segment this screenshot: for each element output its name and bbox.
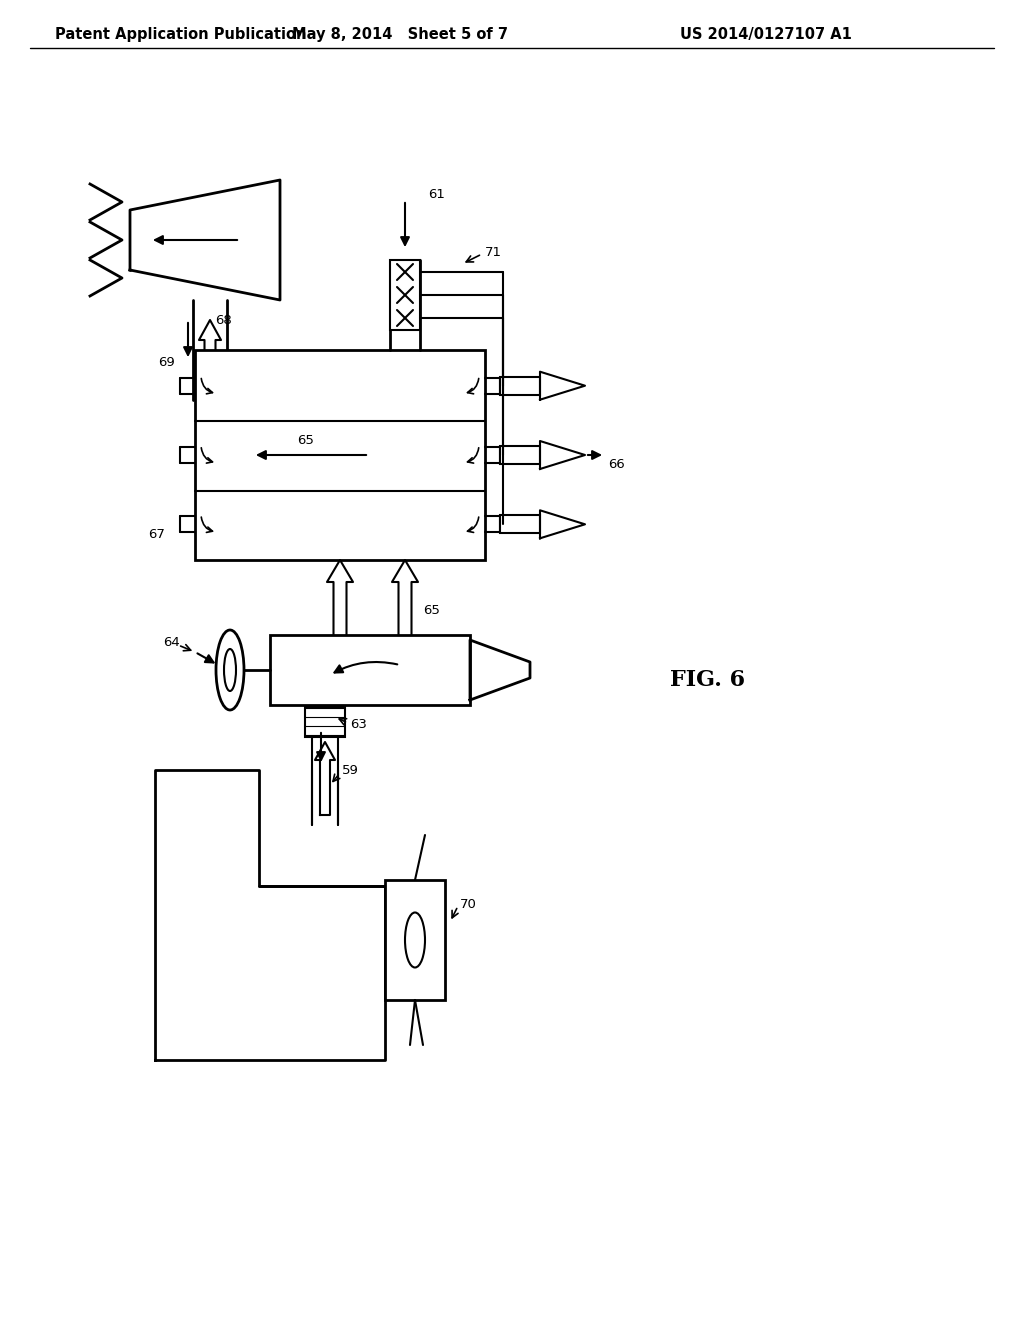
- Bar: [387, 652, 423, 680]
- Text: 68: 68: [215, 314, 231, 326]
- Ellipse shape: [406, 912, 425, 968]
- Text: 65: 65: [423, 603, 440, 616]
- Text: 67: 67: [148, 528, 165, 541]
- Bar: [500, 515, 540, 533]
- Text: May 8, 2014   Sheet 5 of 7: May 8, 2014 Sheet 5 of 7: [292, 28, 508, 42]
- Text: FIG. 6: FIG. 6: [670, 669, 745, 690]
- Polygon shape: [540, 511, 585, 539]
- Text: 69: 69: [159, 355, 175, 368]
- Text: 66: 66: [608, 458, 625, 471]
- Bar: [500, 446, 540, 465]
- Ellipse shape: [216, 630, 244, 710]
- Text: 71: 71: [485, 246, 502, 259]
- Text: 70: 70: [460, 898, 477, 911]
- Text: 63: 63: [350, 718, 367, 731]
- Text: 61: 61: [428, 189, 444, 202]
- Bar: [270, 635, 470, 705]
- Polygon shape: [540, 372, 585, 400]
- Text: Patent Application Publication: Patent Application Publication: [55, 28, 306, 42]
- Polygon shape: [392, 560, 418, 649]
- Bar: [195, 350, 485, 560]
- Polygon shape: [327, 560, 353, 649]
- Polygon shape: [199, 319, 221, 360]
- Text: 59: 59: [342, 763, 358, 776]
- Polygon shape: [130, 180, 280, 300]
- Bar: [385, 880, 445, 1001]
- Ellipse shape: [224, 649, 236, 690]
- Text: 65: 65: [297, 434, 313, 447]
- Polygon shape: [470, 640, 530, 700]
- Text: 64: 64: [163, 635, 180, 648]
- Polygon shape: [155, 770, 385, 1060]
- Polygon shape: [315, 742, 335, 814]
- Text: US 2014/0127107 A1: US 2014/0127107 A1: [680, 28, 852, 42]
- Bar: [305, 708, 345, 737]
- Bar: [390, 260, 420, 330]
- Bar: [500, 376, 540, 395]
- Polygon shape: [540, 441, 585, 469]
